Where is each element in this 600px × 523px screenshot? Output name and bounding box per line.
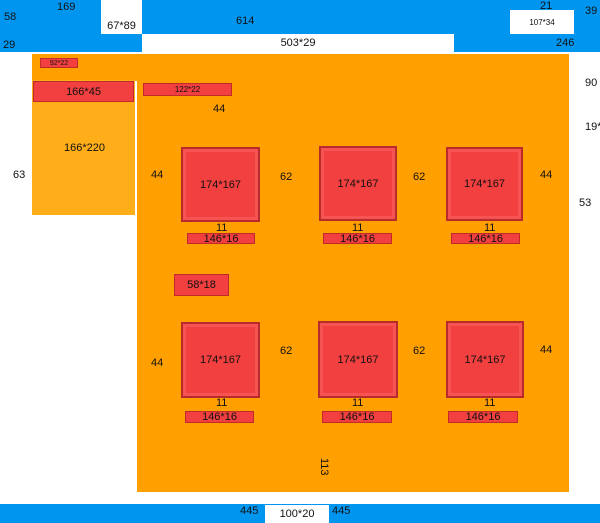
sub-heading[interactable]: 58*18 xyxy=(174,274,229,296)
row2-card-2-gap: 11 xyxy=(352,397,364,409)
row1-left-gap: 44 xyxy=(151,169,164,181)
nav-center-box[interactable]: 503*29 xyxy=(142,34,454,52)
sub-heading-label: 58*18 xyxy=(187,279,216,291)
row1-card-1-gap: 11 xyxy=(216,222,228,234)
footer-right-num: 445 xyxy=(332,505,351,517)
row2-card-1-box[interactable]: 174*167 xyxy=(181,322,260,398)
row2-card-2-caption-label: 146*16 xyxy=(339,411,375,423)
row1-card-1-caption[interactable]: 146*16 xyxy=(187,232,255,245)
header-left-num: 58 xyxy=(4,11,17,23)
row1-card-2-caption-label: 146*16 xyxy=(340,232,375,245)
row2-card-1-gap: 11 xyxy=(216,397,228,409)
side-right-1983: 19*83 xyxy=(585,121,600,133)
sidebar-tag-label: 92*22 xyxy=(49,59,69,67)
row2-right-gap: 44 xyxy=(540,344,553,356)
row2-card-1-caption[interactable]: 146*16 xyxy=(185,411,254,423)
row1-card-3-box[interactable]: 174*167 xyxy=(446,147,523,221)
row2-card-2-label: 174*167 xyxy=(337,353,379,366)
header-logo-label: 67*89 xyxy=(107,20,136,32)
row1-card-3-label: 174*167 xyxy=(464,178,505,190)
sidebar-title[interactable]: 166*45 xyxy=(33,81,134,102)
header-center-num: 614 xyxy=(236,15,255,27)
row1-card-2-caption[interactable]: 146*16 xyxy=(323,232,392,245)
header-bar xyxy=(0,0,600,34)
row2-card-1-caption-label: 146*16 xyxy=(202,411,237,423)
footer-box-label: 100*20 xyxy=(279,508,315,520)
row1-right-gap: 44 xyxy=(540,169,553,181)
header-top-num: 169 xyxy=(57,1,76,13)
header-far-right-num: 39 xyxy=(585,5,598,17)
row2-col-gap-2: 62 xyxy=(413,345,426,357)
main-heading[interactable]: 122*22 xyxy=(143,83,232,96)
nav-left-num: 29 xyxy=(3,39,16,51)
row1-card-2-gap: 11 xyxy=(352,222,364,234)
main-gap-top: 44 xyxy=(213,103,226,115)
sidebar-title-label: 166*45 xyxy=(66,85,101,98)
row2-card-3-label: 174*167 xyxy=(464,353,506,366)
row2-card-3-gap: 11 xyxy=(484,397,496,409)
nav-bar-left xyxy=(0,34,142,52)
header-right-top-num: 21 xyxy=(540,0,553,12)
row1-col-gap-2: 62 xyxy=(413,171,426,183)
row2-card-3-caption[interactable]: 146*16 xyxy=(448,411,518,423)
sidebar-body-label: 166*220 xyxy=(64,142,105,154)
row1-card-3-caption[interactable]: 146*16 xyxy=(451,232,520,245)
side-right-53: 53 xyxy=(579,197,592,209)
sidebar-panel xyxy=(32,80,135,215)
row1-card-2-box[interactable]: 174*167 xyxy=(319,146,397,221)
row2-card-1-label: 174*167 xyxy=(200,354,241,366)
content-background xyxy=(32,54,569,81)
row1-card-3-gap: 11 xyxy=(484,222,496,234)
row2-card-3-box[interactable]: 174*167 xyxy=(446,321,524,398)
row2-card-2-box[interactable]: 174*167 xyxy=(318,321,398,398)
row2-card-3-caption-label: 146*16 xyxy=(465,411,501,423)
row1-card-1-label: 174*167 xyxy=(200,178,241,191)
sidebar-tag[interactable]: 92*22 xyxy=(40,58,78,68)
footer-box[interactable]: 100*20 xyxy=(265,505,329,523)
row2-card-2-caption[interactable]: 146*16 xyxy=(322,411,392,423)
row1-card-2-label: 174*167 xyxy=(337,177,379,190)
header-right-box-label: 107*34 xyxy=(529,17,555,27)
row1-card-3-caption-label: 146*16 xyxy=(468,232,503,245)
row1-col-gap-1: 62 xyxy=(280,171,293,183)
main-gap-bottom: 113 xyxy=(318,458,330,476)
nav-right-num: 246 xyxy=(556,37,575,49)
main-heading-label: 122*22 xyxy=(174,85,201,94)
footer-left-num: 445 xyxy=(240,505,259,517)
row2-col-gap-1: 62 xyxy=(280,345,293,357)
row1-card-1-caption-label: 146*16 xyxy=(203,232,239,245)
header-right-box[interactable]: 107*34 xyxy=(510,10,574,34)
side-right-90: 90 xyxy=(585,77,598,89)
nav-bar-right xyxy=(454,34,600,52)
row1-card-1-box[interactable]: 174*167 xyxy=(181,147,260,222)
row2-left-gap: 44 xyxy=(151,357,164,369)
side-left-63: 63 xyxy=(13,169,26,181)
nav-center-label: 503*29 xyxy=(280,37,316,49)
